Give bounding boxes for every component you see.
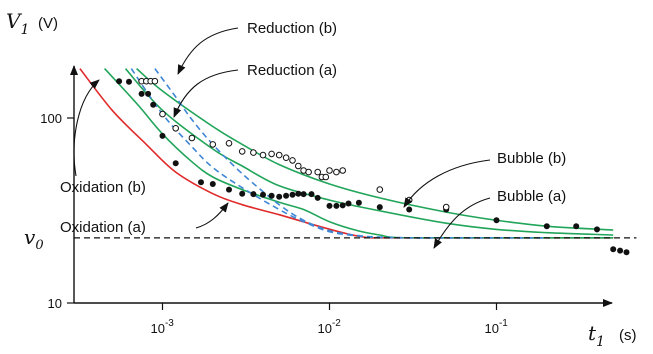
filled-data-point [126, 78, 132, 85]
reference-label-subscript: 0 [35, 238, 43, 253]
y-axis-label-subscript: 1 [20, 22, 29, 38]
filled-data-point [226, 186, 232, 193]
filled-data-point [145, 90, 152, 97]
annotation-arrow-reduction-a [173, 69, 239, 118]
filled-data-point [283, 192, 290, 199]
y-tick-label: 100 [40, 111, 62, 126]
filled-data-point [300, 191, 307, 198]
open-data-point [289, 157, 296, 164]
curve-reduction-a [130, 68, 547, 239]
annotation-bubble-b: Bubble (b) [497, 150, 566, 167]
y-tick-label: 10 [48, 296, 62, 311]
x-tick-label: 10-2 [318, 318, 342, 336]
open-data-point [295, 162, 302, 170]
reference-label: v0 [24, 225, 44, 253]
open-data-point [268, 150, 275, 158]
open-data-point [225, 140, 233, 147]
x-tick-label-exponent: -3 [165, 318, 174, 329]
open-data-point [159, 110, 166, 118]
annotation-arrow-bubble-a [433, 197, 491, 249]
annotation-oxidation-b: Oxidation (b) [60, 179, 146, 196]
open-data-point [376, 186, 384, 193]
x-axis-unit: (s) [619, 327, 637, 344]
annotation-arrow-bubble-b [403, 159, 491, 208]
filled-data-point [138, 90, 145, 97]
open-data-point [151, 77, 159, 85]
filled-data-point [333, 202, 340, 209]
annotation-oxidation-a: Oxidation (a) [60, 219, 146, 236]
filled-data-point [493, 217, 500, 224]
y-axis-label: V1 [6, 9, 29, 38]
filled-data-point [355, 199, 362, 206]
open-data-point [333, 168, 340, 176]
filled-data-point [623, 249, 630, 256]
open-data-point [282, 154, 290, 161]
filled-data-point [295, 190, 302, 197]
filled-data-point [116, 78, 123, 85]
x-tick-label-exponent: -2 [332, 318, 341, 329]
open-data-point [238, 148, 246, 155]
curve-bubble-b [136, 67, 614, 231]
filled-data-point [209, 181, 216, 187]
annotation-arrow-oxidation-a [195, 202, 229, 229]
filled-data-point [150, 101, 157, 108]
open-data-point [259, 151, 267, 159]
filled-data-point [172, 160, 179, 167]
open-data-point [305, 168, 312, 176]
open-data-point [442, 203, 450, 211]
annotation-arrow-reduction-b [177, 27, 239, 75]
open-data-point [209, 141, 217, 148]
filled-data-point [159, 132, 166, 139]
filled-data-point [314, 194, 321, 201]
open-data-point [250, 149, 257, 156]
filled-data-point [239, 190, 246, 197]
x-tick-label-exponent: -1 [499, 318, 508, 329]
filled-data-point [250, 191, 257, 198]
filled-data-point [406, 206, 413, 213]
open-data-point [314, 168, 322, 176]
x-axis-label-subscript: 1 [596, 334, 605, 350]
annotation-reduction-a: Reduction (a) [247, 62, 337, 79]
filled-data-point [594, 226, 600, 233]
filled-data-point [276, 193, 283, 200]
filled-data-point [308, 191, 315, 198]
filled-data-point [543, 223, 550, 230]
open-data-point [322, 173, 330, 181]
x-axis-label: t1 [588, 321, 605, 350]
filled-data-point [326, 202, 333, 209]
annotation-reduction-b: Reduction (b) [247, 20, 337, 37]
open-data-point [326, 167, 333, 174]
open-data-point [339, 167, 347, 174]
filled-data-point [617, 247, 624, 254]
annotation-bubble-a: Bubble (a) [497, 188, 566, 205]
filled-data-point [198, 179, 204, 186]
filled-data-point [573, 223, 580, 230]
filled-data-point [289, 191, 296, 198]
filled-data-point [376, 204, 383, 211]
filled-data-point [339, 202, 346, 209]
filled-data-point [345, 200, 352, 207]
open-data-point [275, 151, 283, 159]
curve-reduction-b [154, 68, 547, 239]
open-data-point [172, 125, 179, 132]
annotation-arrow-oxidation-b [73, 79, 100, 177]
open-data-point [188, 134, 196, 142]
points-layer [116, 77, 630, 256]
annotations-layer: Reduction (b) Reduction (a) Bubble (b) Bubb… [60, 20, 566, 249]
curve-bubble-a [124, 68, 614, 236]
y-axis-unit: (V) [38, 15, 58, 32]
filled-data-point [268, 192, 275, 199]
filled-data-point [610, 246, 617, 253]
x-tick-label: 10-3 [151, 318, 175, 336]
filled-data-point [260, 191, 266, 198]
x-tick-label: 10-1 [485, 318, 509, 336]
